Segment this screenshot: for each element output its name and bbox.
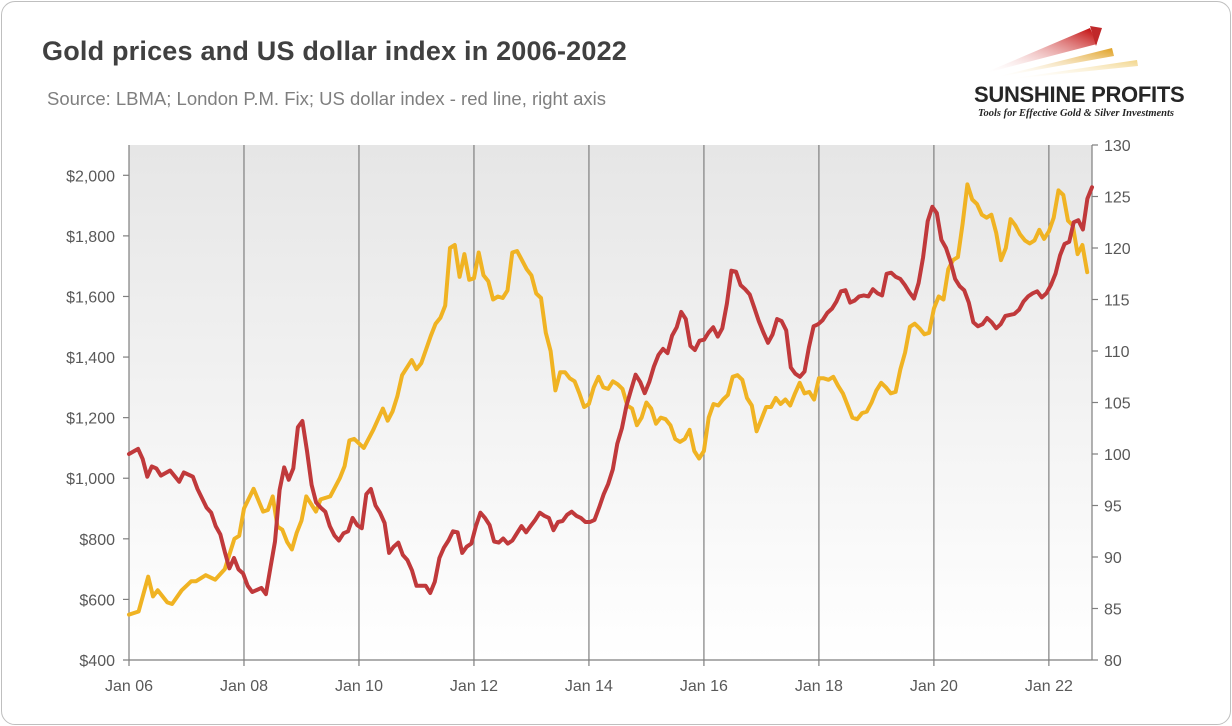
y-left-tick-label: $600 bbox=[79, 592, 115, 609]
x-tick-label: Jan 12 bbox=[450, 678, 498, 695]
x-tick-label: Jan 16 bbox=[680, 678, 728, 695]
plot-area bbox=[129, 145, 1092, 660]
y-right-tick-label: 85 bbox=[1104, 602, 1122, 619]
y-right-tick-label: 80 bbox=[1104, 653, 1122, 670]
x-tick-label: Jan 14 bbox=[565, 678, 613, 695]
x-tick-label: Jan 08 bbox=[220, 678, 268, 695]
y-left-tick-label: $1,800 bbox=[66, 229, 115, 246]
y-right-tick-label: 120 bbox=[1104, 241, 1131, 258]
rising-arrows-logo-icon bbox=[982, 26, 1138, 80]
dollar-index-line bbox=[127, 185, 1094, 597]
y-right-tick-label: 125 bbox=[1104, 190, 1131, 207]
y-left-tick-label: $2,000 bbox=[66, 168, 115, 185]
y-left-tick-label: $800 bbox=[79, 532, 115, 549]
x-tick-label: Jan 22 bbox=[1025, 678, 1073, 695]
x-tick-label: Jan 06 bbox=[105, 678, 153, 695]
y-right-tick-label: 110 bbox=[1104, 344, 1130, 361]
y-right-tick-label: 100 bbox=[1104, 447, 1131, 464]
x-tick-label: Jan 20 bbox=[910, 678, 958, 695]
y-right-tick-label: 130 bbox=[1104, 138, 1131, 155]
y-right-tick-label: 90 bbox=[1104, 550, 1122, 567]
y-left-tick-label: $1,000 bbox=[66, 471, 115, 488]
y-left-tick-label: $1,200 bbox=[66, 411, 115, 428]
gold-price-line bbox=[127, 182, 1090, 617]
x-tick-label: Jan 10 bbox=[335, 678, 383, 695]
y-left-tick-label: $1,400 bbox=[66, 350, 115, 367]
y-right-tick-label: 105 bbox=[1104, 396, 1131, 413]
chart-subtitle: Source: LBMA; London P.M. Fix; US dollar… bbox=[47, 88, 607, 109]
logo-name: SUNSHINE PROFITS bbox=[974, 82, 1185, 107]
y-right-tick-label: 115 bbox=[1104, 293, 1130, 310]
y-left-tick-label: $400 bbox=[79, 653, 115, 670]
x-tick-label: Jan 18 bbox=[795, 678, 843, 695]
chart-title: Gold prices and US dollar index in 2006-… bbox=[42, 36, 628, 66]
sunshine-profits-logo: SUNSHINE PROFITS Tools for Effective Gol… bbox=[962, 16, 1222, 126]
logo-tagline: Tools for Effective Gold & Silver Invest… bbox=[978, 108, 1174, 119]
y-right-tick-label: 95 bbox=[1104, 499, 1122, 516]
y-left-tick-label: $1,600 bbox=[66, 289, 115, 306]
